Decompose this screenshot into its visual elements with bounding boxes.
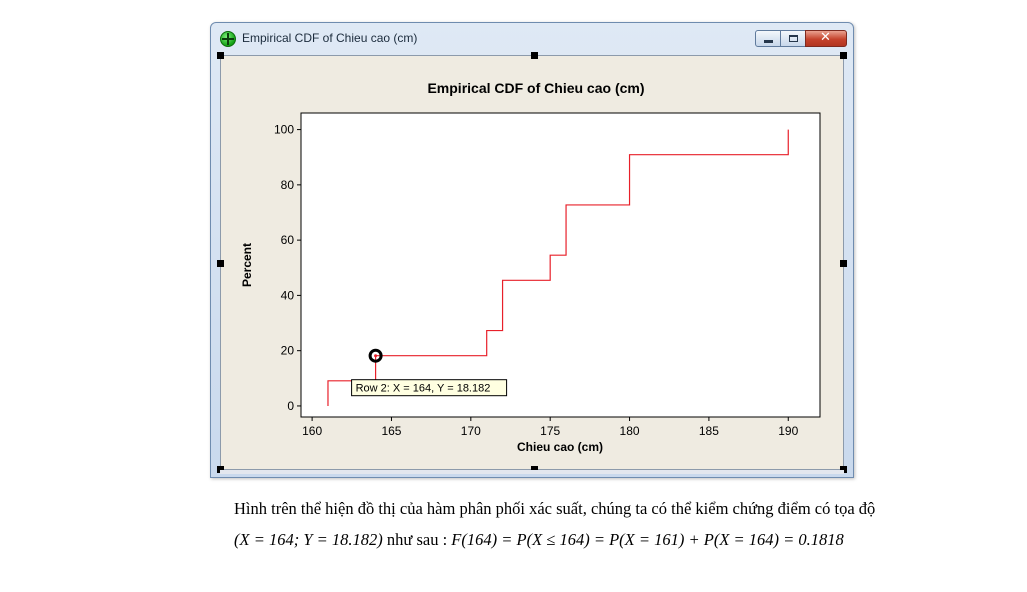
y-tick-label: 100 bbox=[274, 123, 294, 137]
window-title: Empirical CDF of Chieu cao (cm) bbox=[242, 31, 418, 45]
resize-handle[interactable] bbox=[217, 466, 224, 473]
x-tick-label: 180 bbox=[620, 424, 640, 438]
x-tick-label: 165 bbox=[381, 424, 401, 438]
minimize-button[interactable] bbox=[755, 30, 781, 47]
resize-handle[interactable] bbox=[840, 52, 847, 59]
y-axis-label: Percent bbox=[240, 243, 254, 287]
title-bar[interactable]: Empirical CDF of Chieu cao (cm) ✕ bbox=[211, 23, 853, 55]
x-tick-label: 160 bbox=[302, 424, 322, 438]
minitab-graph-icon bbox=[220, 31, 236, 47]
x-axis-label: Chieu cao (cm) bbox=[517, 440, 603, 454]
maximize-icon bbox=[789, 35, 798, 42]
y-tick-label: 0 bbox=[287, 399, 294, 413]
resize-handle[interactable] bbox=[217, 52, 224, 59]
caption-point: (X = 164; Y = 18.182) bbox=[234, 530, 383, 549]
close-button[interactable]: ✕ bbox=[805, 30, 847, 47]
caption-line-1: Hình trên thể hiện đồ thị của hàm phân p… bbox=[234, 499, 876, 518]
x-axis: 160 165 170 175 180 185 190 bbox=[302, 417, 799, 438]
x-tick-label: 175 bbox=[540, 424, 560, 438]
caption-text: như sau : bbox=[382, 530, 452, 549]
y-tick-label: 40 bbox=[281, 288, 295, 302]
maximize-button[interactable] bbox=[780, 30, 806, 47]
point-tooltip: Row 2: X = 164, Y = 18.182 bbox=[351, 379, 508, 397]
caption-formula: F(164) = P(X ≤ 164) = P(X = 161) + P(X =… bbox=[451, 530, 844, 549]
x-tick-label: 185 bbox=[699, 424, 719, 438]
selected-point-dot bbox=[374, 354, 378, 358]
window-controls: ✕ bbox=[755, 30, 847, 47]
selected-point-marker[interactable] bbox=[368, 348, 383, 363]
ecdf-series bbox=[327, 129, 789, 406]
chart-title: Empirical CDF of Chieu cao (cm) bbox=[427, 80, 644, 96]
caption-line-2: (X = 164; Y = 18.182) như sau : F(164) =… bbox=[234, 530, 844, 550]
ecdf-step-line bbox=[327, 129, 789, 406]
y-tick-label: 60 bbox=[281, 233, 295, 247]
resize-handle[interactable] bbox=[217, 260, 224, 267]
y-tick-label: 80 bbox=[281, 178, 295, 192]
resize-handle[interactable] bbox=[840, 260, 847, 267]
x-tick-label: 170 bbox=[461, 424, 481, 438]
tooltip-text: Row 2: X = 164, Y = 18.182 bbox=[356, 383, 491, 395]
resize-handle[interactable] bbox=[531, 52, 538, 59]
plot-area bbox=[300, 112, 821, 418]
resize-handle[interactable] bbox=[840, 466, 847, 473]
resize-handle[interactable] bbox=[531, 466, 538, 473]
selected-point[interactable] bbox=[368, 348, 383, 363]
y-tick-label: 20 bbox=[281, 344, 295, 358]
close-icon: ✕ bbox=[820, 30, 831, 45]
ecdf-chart[interactable]: Empirical CDF of Chieu cao (cm) 0 20 40 60 8… bbox=[221, 56, 843, 469]
y-axis: 0 20 40 60 80 100 bbox=[274, 123, 301, 413]
graph-canvas[interactable]: Empirical CDF of Chieu cao (cm) 0 20 40 60 8… bbox=[217, 52, 847, 473]
window-bottom-border bbox=[220, 470, 844, 474]
x-tick-label: 190 bbox=[778, 424, 798, 438]
minimize-icon bbox=[764, 40, 773, 43]
graph-window: Empirical CDF of Chieu cao (cm) ✕ Empiri… bbox=[210, 22, 854, 478]
